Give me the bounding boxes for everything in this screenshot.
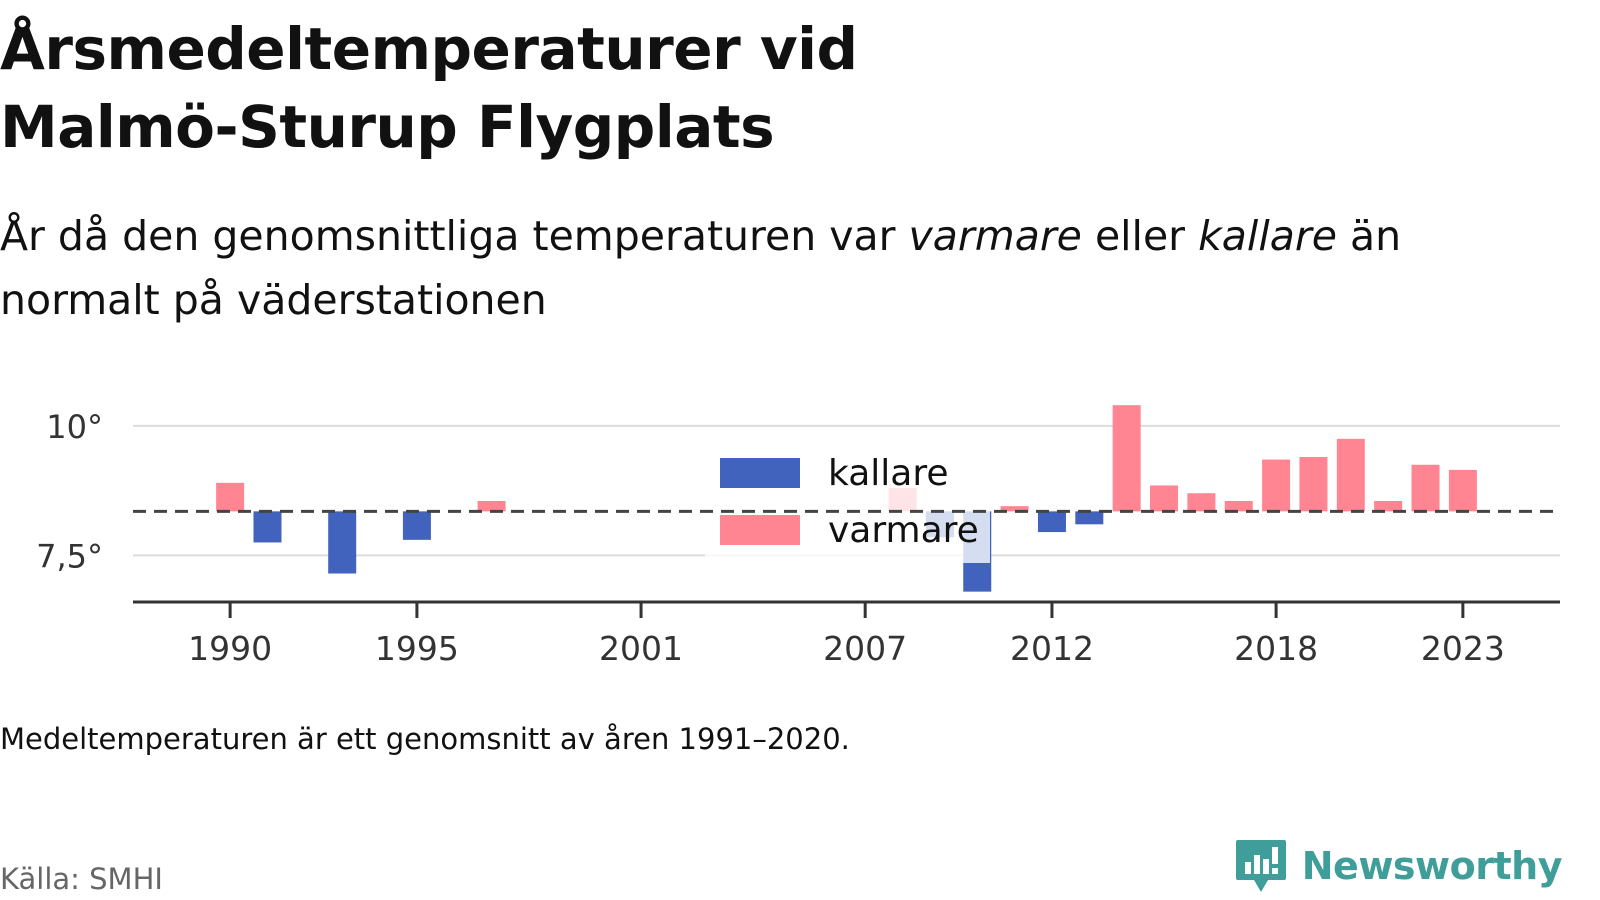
y-tick-label: 7,5° [36,537,103,575]
bar-warmer [1299,456,1328,512]
bar-warmer [1150,485,1179,512]
bar-colder [253,511,282,543]
x-tick-label: 2001 [599,629,683,668]
y-tick-label: 10° [46,408,103,446]
source-label: Källa: SMHI [0,862,163,896]
bar-warmer [1336,438,1365,512]
bar-warmer [1448,469,1477,512]
bar-colder [402,511,431,540]
x-tick-label: 1995 [375,629,459,668]
newsworthy-logo-icon [1235,840,1286,892]
x-tick-label: 1990 [188,629,272,668]
footnote: Medeltemperaturen är ett genomsnitt av å… [0,722,850,756]
bar-colder [1075,511,1104,525]
page-title: Årsmedeltemperaturer vid Malmö-Sturup Fl… [0,15,858,161]
x-tick-label: 2012 [1010,629,1094,668]
bar-warmer [216,482,245,512]
x-tick-label: 2023 [1421,629,1505,668]
legend-swatch-colder [720,458,800,488]
x-axis: 1990 1995 2001 2007 2012 2018 2023 [133,600,1560,668]
bar-warmer [1112,405,1141,512]
bar-warmer [1374,501,1403,512]
bar-warmer [1187,493,1216,512]
bar-warmer [1262,459,1291,512]
subtitle-emphasis-warmer: varmare [908,212,1082,260]
x-tick-label: 2007 [823,629,907,668]
brand-logo[interactable]: Newsworthy [1234,838,1563,894]
x-tick-label: 2018 [1234,629,1318,668]
legend-label-colder: kallare [828,453,949,494]
bar-warmer [1224,501,1253,512]
y-axis-labels: 10° 7,5° [36,408,103,575]
subtitle-emphasis-colder: kallare [1198,212,1337,260]
chart-subtitle: År då den genomsnittliga temperaturen va… [0,204,1560,332]
bar-warmer [1411,464,1440,512]
bar-colder [1037,511,1066,533]
legend: kallare varmare [705,443,990,563]
bar-warmer [1000,506,1029,512]
bar-warmer [477,501,506,512]
subtitle-text-1: År då den genomsnittliga temperaturen va… [0,212,909,260]
brand-name: Newsworthy [1301,844,1563,888]
subtitle-text-3: än normalt på väderstationen [0,212,1402,324]
temperature-bar-chart: kallare varmare 1990 1995 2001 2007 2012 2018 2… [36,405,1560,668]
subtitle-text-2: eller [1081,212,1199,260]
legend-label-warmer: varmare [828,510,979,551]
legend-swatch-warmer [720,515,800,545]
bar-colder [328,511,357,574]
